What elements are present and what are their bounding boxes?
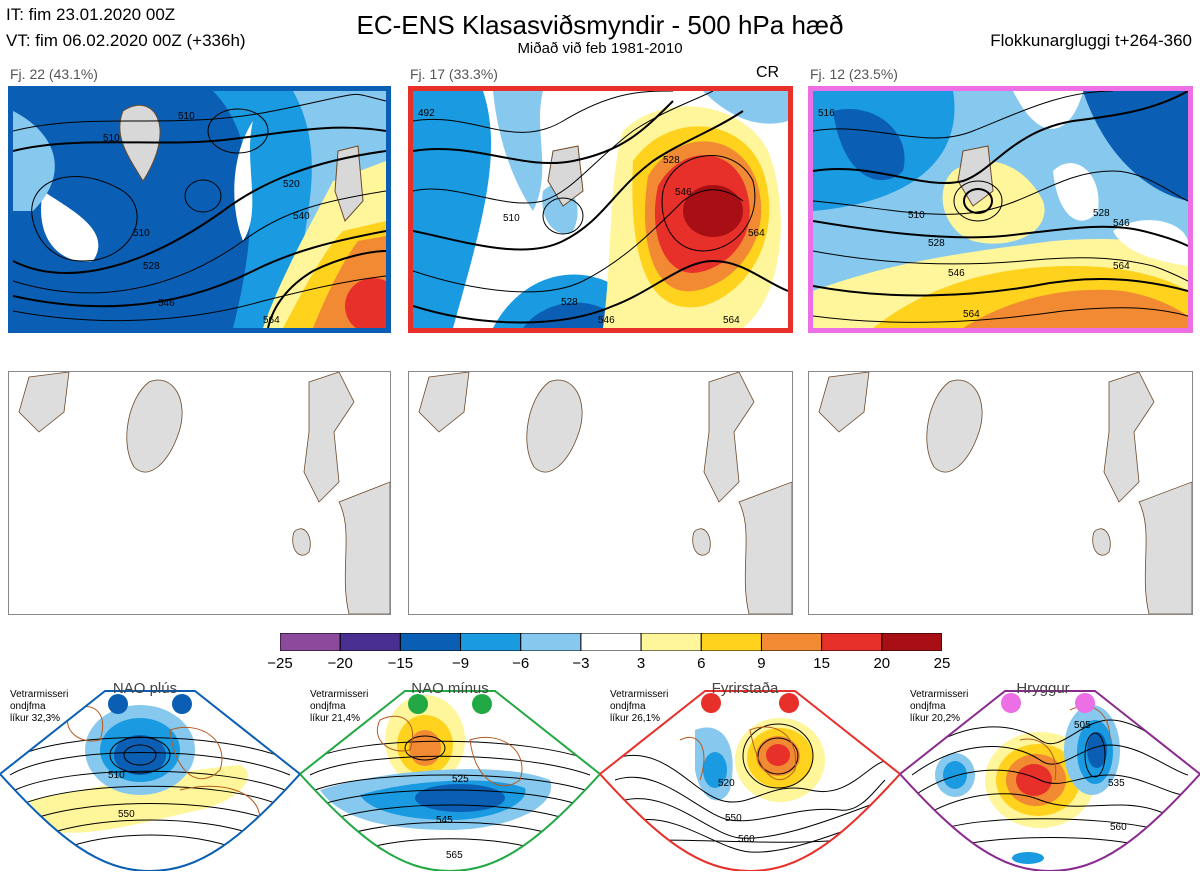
- empty-map-1: [8, 371, 391, 615]
- colorbar-swatch: [520, 633, 582, 651]
- contour-label: 528: [143, 261, 160, 272]
- contour-label: 528: [1093, 208, 1110, 219]
- colorbar-tick-label: 3: [636, 655, 646, 672]
- contour-label: 545: [436, 815, 453, 826]
- colorbar-tick-label: −9: [451, 655, 470, 672]
- initial-time: IT: fim 23.01.2020 00Z: [6, 5, 176, 24]
- regime-blocking[interactable]: Fyrirstaða Vetrarmisseri ondjfma líkur 26,…: [598, 680, 902, 873]
- colorbar-swatch: [640, 633, 702, 651]
- contour-label: 546: [598, 315, 615, 326]
- colorbar-tick-label: −3: [572, 655, 590, 672]
- regime-note: Vetrarmisseri ondjfma líkur 26,1%: [610, 689, 669, 724]
- contour-label: 510: [103, 133, 120, 144]
- regime-name: Fyrirstaða: [711, 680, 779, 697]
- colorbar-tick-label: 9: [757, 655, 766, 672]
- contour-label: 510: [503, 213, 520, 224]
- colorbar-tick-label: −6: [512, 655, 530, 672]
- contour-label: 546: [158, 298, 175, 309]
- colorbar-tick-label: 20: [873, 655, 891, 672]
- contour-label: 528: [663, 155, 680, 166]
- contour-label: 550: [118, 809, 135, 820]
- colorbar-tick-label: −20: [327, 655, 353, 672]
- cluster-map-2[interactable]: 528 546 510 564 528 546 564 492: [408, 86, 793, 333]
- contour-label: 520: [718, 778, 735, 789]
- cluster-label-3: Fj. 12 (23.5%): [810, 66, 898, 82]
- control-run-badge: CR: [756, 64, 780, 81]
- contour-label: 505: [1074, 720, 1091, 731]
- colorbar-swatch: [700, 633, 762, 651]
- contour-label: 560: [738, 834, 755, 845]
- colorbar-swatch: [821, 633, 883, 651]
- contour-label: 516: [818, 108, 835, 119]
- regime-nao-minus[interactable]: NAO mínus Vetrarmisseri ondjfma líkur 21,4…: [298, 680, 602, 873]
- contour-label: 546: [1113, 218, 1130, 229]
- regime-ridge[interactable]: Hryggur Vetrarmisseri ondjfma líkur 20,2%: [898, 680, 1200, 873]
- contour-label: 510: [178, 111, 195, 122]
- cluster-map-1[interactable]: 510 510 520 540 528 546 564 510: [8, 86, 391, 333]
- contour-label: 546: [675, 187, 692, 198]
- empty-map-3: [808, 371, 1193, 615]
- page-subtitle: Miðað við feb 1981-2010: [517, 40, 683, 57]
- contour-label: 560: [1110, 822, 1127, 833]
- regime-name: NAO mínus: [411, 680, 489, 697]
- colorbar-tick-label: 15: [813, 655, 830, 672]
- contour-label: 564: [1113, 261, 1130, 272]
- regime-note: Vetrarmisseri ondjfma líkur 20,2%: [910, 689, 969, 724]
- colorbar-tick-label: 6: [697, 655, 706, 672]
- regime-name: NAO plús: [112, 680, 178, 697]
- colorbar-swatch: [460, 633, 522, 651]
- regime-note: Vetrarmisseri ondjfma líkur 21,4%: [310, 689, 369, 724]
- contour-label: 540: [293, 211, 310, 222]
- colorbar-swatch: [399, 633, 462, 651]
- colorbar-swatch: [339, 633, 401, 651]
- contour-label: 564: [963, 309, 980, 320]
- colorbar-swatch: [760, 633, 823, 651]
- contour-label: 528: [561, 297, 578, 308]
- regime-nao-plus[interactable]: NAO plús Vetrarmisseri ondjfma líkur 32,3%…: [0, 680, 302, 873]
- contour-label: 546: [948, 268, 965, 279]
- valid-time: VT: fim 06.02.2020 00Z (+336h): [6, 31, 246, 50]
- contour-label: 510: [108, 770, 125, 781]
- colorbar-swatch: [280, 633, 341, 651]
- regime-note: Vetrarmisseri ondjfma líkur 32,3%: [10, 689, 69, 724]
- contour-label: 525: [452, 774, 469, 785]
- colorbar-tick-label: −15: [387, 655, 414, 672]
- page-title: EC-ENS Klasasviðsmyndir - 500 hPa hæð: [356, 10, 844, 40]
- classification-window: Flokkunargluggi t+264-360: [990, 31, 1192, 50]
- contour-label: 564: [748, 228, 765, 239]
- contour-label: 492: [418, 108, 435, 119]
- contour-label: 550: [725, 813, 742, 824]
- regime-name: Hryggur: [1016, 680, 1070, 697]
- colorbar-tick-label: 25: [933, 655, 951, 672]
- empty-map-2: [408, 371, 793, 615]
- colorbar-tick-label: −25: [267, 655, 293, 672]
- contour-label: 564: [263, 315, 280, 326]
- colorbar: [280, 633, 942, 651]
- cluster-label-2: Fj. 17 (33.3%): [410, 66, 498, 82]
- cluster-label-1: Fj. 22 (43.1%): [10, 66, 98, 82]
- cluster-map-3[interactable]: 510 528 546 564 528 546 564 516: [808, 86, 1193, 333]
- contour-label: 564: [723, 315, 740, 326]
- contour-label: 535: [1108, 778, 1125, 789]
- contour-label: 528: [928, 238, 945, 249]
- contour-label: 520: [283, 179, 300, 190]
- contour-label: 510: [133, 228, 150, 239]
- contour-label: 510: [908, 210, 925, 221]
- colorbar-swatch: [881, 633, 942, 651]
- contour-label: 565: [446, 850, 463, 861]
- colorbar-swatch: [580, 633, 642, 651]
